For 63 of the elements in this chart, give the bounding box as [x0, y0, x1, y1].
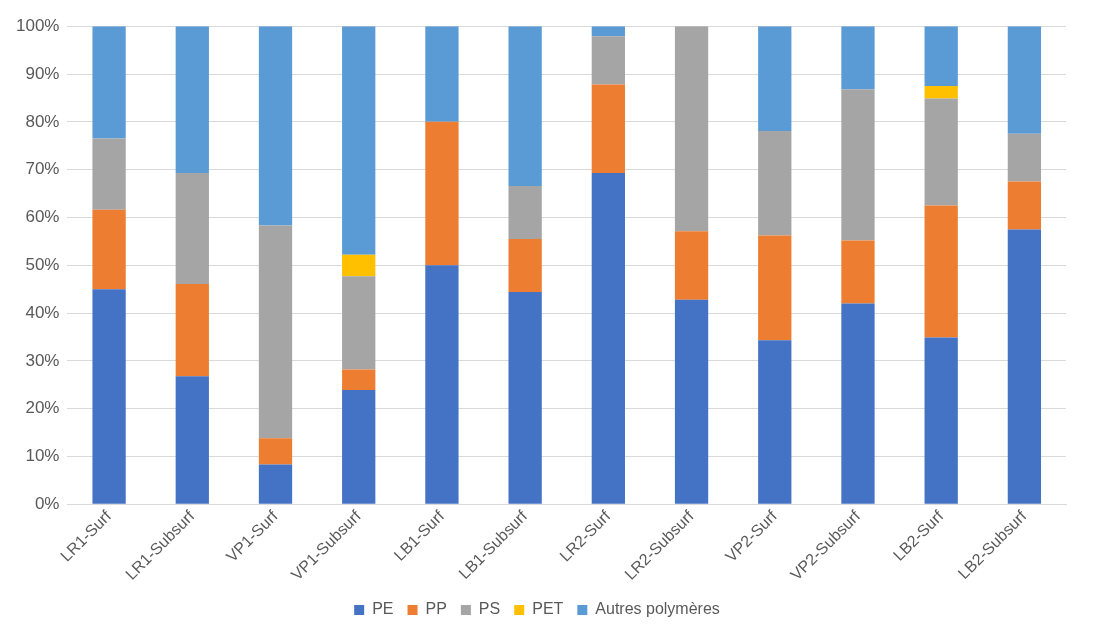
- bar: [92, 26, 126, 139]
- bar: [1007, 133, 1042, 182]
- bar: [342, 26, 376, 255]
- bar: [425, 26, 459, 122]
- bar: [175, 376, 209, 504]
- y-tick-label: 50%: [25, 254, 60, 274]
- y-tick-label: 70%: [25, 159, 60, 179]
- bar: [508, 292, 542, 504]
- y-tick-label: 0%: [34, 493, 60, 513]
- bar: [1007, 181, 1042, 230]
- bar: [674, 26, 709, 232]
- bar: [342, 276, 376, 370]
- bar: [591, 36, 625, 85]
- bar: [758, 130, 792, 236]
- bar: [92, 289, 126, 504]
- bar: [92, 138, 126, 210]
- bar: [841, 303, 875, 504]
- bar: [841, 240, 875, 304]
- legend-label: PP: [425, 600, 447, 618]
- bar: [342, 390, 376, 504]
- bar: [258, 225, 293, 439]
- bar: [591, 84, 625, 173]
- bar: [924, 85, 958, 99]
- y-tick-label: 80%: [25, 111, 60, 131]
- legend-label: Autres polymères: [595, 600, 720, 618]
- bar: [508, 238, 542, 293]
- bar: [258, 26, 293, 226]
- bar: [674, 231, 709, 300]
- y-tick-label: 20%: [25, 398, 60, 418]
- bar: [258, 438, 293, 465]
- bar: [425, 265, 459, 504]
- bar: [758, 26, 792, 131]
- bar: [1007, 26, 1042, 134]
- bar: [175, 26, 209, 173]
- bar: [924, 205, 958, 338]
- y-tick-label: 10%: [25, 446, 60, 466]
- y-tick-label: 30%: [25, 350, 60, 370]
- bar: [674, 299, 709, 504]
- bar: [924, 337, 958, 504]
- bar: [1007, 229, 1042, 504]
- bar: [258, 464, 293, 504]
- bar: [425, 121, 459, 266]
- bar: [841, 89, 875, 241]
- bar: [841, 26, 875, 90]
- bar: [508, 26, 542, 186]
- bar: [342, 254, 376, 277]
- y-tick-label: 100%: [16, 15, 60, 35]
- bar: [591, 172, 625, 504]
- bar: [175, 172, 209, 284]
- bar: [924, 98, 958, 206]
- bar: [758, 235, 792, 341]
- bar: [758, 340, 792, 504]
- legend-label: PE: [372, 600, 394, 618]
- legend-label: PET: [532, 600, 564, 618]
- bar: [175, 283, 209, 377]
- bar: [508, 185, 542, 239]
- legend-label: PS: [478, 600, 501, 618]
- y-tick-label: 60%: [25, 207, 60, 227]
- bar: [342, 369, 376, 391]
- y-tick-label: 40%: [25, 302, 60, 322]
- bar: [924, 26, 958, 86]
- bar: [92, 209, 126, 290]
- y-tick-label: 90%: [25, 63, 60, 83]
